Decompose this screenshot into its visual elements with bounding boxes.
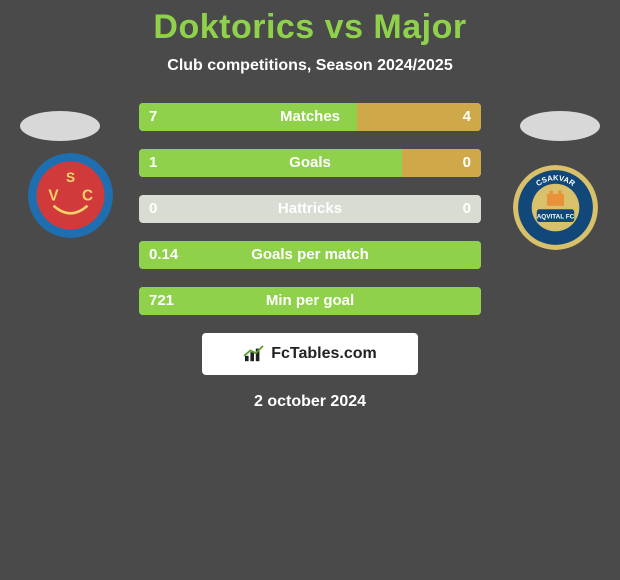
stat-row: 0.14Goals per match bbox=[139, 241, 481, 269]
stat-label: Matches bbox=[139, 103, 481, 131]
branding-badge: FcTables.com bbox=[202, 333, 418, 375]
player-left-placeholder bbox=[20, 111, 100, 141]
club-logo-right: CSAKVAR AQVITAL FC bbox=[513, 165, 598, 250]
svg-text:C: C bbox=[82, 188, 93, 205]
stats-list: 74Matches 10Goals 00Hattricks 0.14Goals per… bbox=[139, 103, 481, 315]
svg-text:V: V bbox=[48, 188, 59, 205]
branding-text: FcTables.com bbox=[271, 345, 377, 363]
stat-label: Min per goal bbox=[139, 287, 481, 315]
bar-chart-icon bbox=[243, 345, 265, 363]
stat-label: Hattricks bbox=[139, 195, 481, 223]
player-right-placeholder bbox=[520, 111, 600, 141]
stat-row: 10Goals bbox=[139, 149, 481, 177]
stat-row: 721Min per goal bbox=[139, 287, 481, 315]
stat-row: 00Hattricks bbox=[139, 195, 481, 223]
stat-row: 74Matches bbox=[139, 103, 481, 131]
club-logo-left: S V C bbox=[28, 153, 113, 238]
page-title: Doktorics vs Major bbox=[0, 8, 620, 47]
vasas-logo-icon: S V C bbox=[28, 153, 113, 238]
subtitle: Club competitions, Season 2024/2025 bbox=[0, 57, 620, 75]
stat-label: Goals per match bbox=[139, 241, 481, 269]
comparison-area: S V C CSAKVAR AQVITAL FC bbox=[0, 103, 620, 411]
footer-date: 2 october 2024 bbox=[20, 393, 600, 411]
stat-label: Goals bbox=[139, 149, 481, 177]
aqvital-logo-icon: CSAKVAR AQVITAL FC bbox=[513, 165, 598, 250]
svg-text:AQVITAL FC: AQVITAL FC bbox=[537, 214, 575, 221]
svg-text:S: S bbox=[66, 170, 75, 185]
